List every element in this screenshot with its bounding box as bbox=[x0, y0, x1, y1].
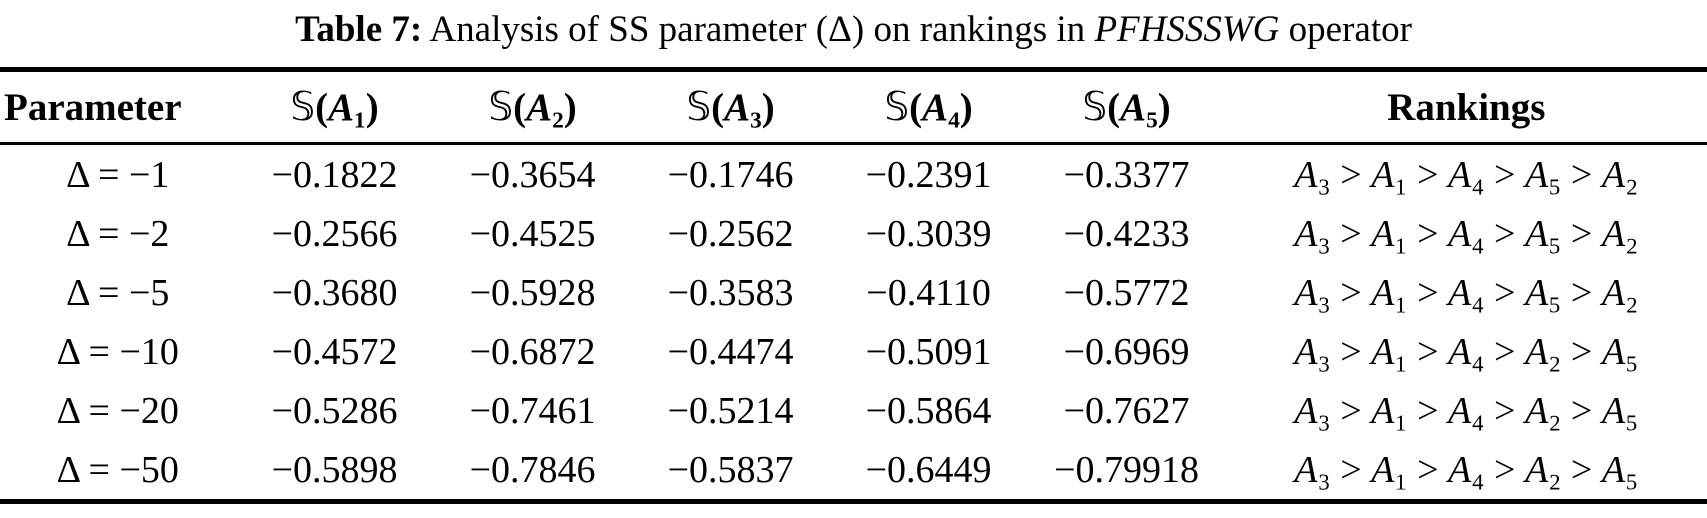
score-cell: −0.4474 bbox=[667, 330, 794, 373]
score-cell: −0.5864 bbox=[865, 389, 992, 432]
score-cell: −0.5898 bbox=[271, 448, 398, 491]
score-cell: −0.4110 bbox=[866, 271, 991, 314]
table-header: Parameter 𝕊(A₁) 𝕊(A₂) 𝕊(A₃) 𝕊(A₄) 𝕊(A₅) … bbox=[0, 69, 1707, 145]
score-cell: −0.3039 bbox=[865, 212, 992, 255]
header-row: Parameter 𝕊(A₁) 𝕊(A₂) 𝕊(A₃) 𝕊(A₄) 𝕊(A₅) … bbox=[0, 69, 1707, 145]
score-cell: −0.5837 bbox=[667, 448, 794, 491]
col-header-score-a5: 𝕊(A₅) bbox=[1027, 69, 1226, 145]
score-cell: −0.6872 bbox=[469, 330, 596, 373]
col-header-rankings: Rankings bbox=[1225, 69, 1707, 145]
score-cell: −0.3654 bbox=[469, 153, 596, 196]
col-header-score-a2: 𝕊(A₂) bbox=[433, 69, 632, 145]
score-cell: −0.5091 bbox=[865, 330, 992, 373]
param-cell: Δ = −50 bbox=[56, 448, 179, 491]
score-cell: −0.4572 bbox=[271, 330, 398, 373]
caption-text: Analysis of SS parameter (Δ) on rankings… bbox=[429, 9, 1086, 50]
param-cell: Δ = −1 bbox=[66, 153, 170, 196]
score-cell: −0.3377 bbox=[1063, 153, 1190, 196]
param-cell: Δ = −2 bbox=[66, 212, 170, 255]
table-row: Δ = −1 −0.1822 −0.3654 −0.1746 −0.2391 −… bbox=[0, 144, 1707, 205]
col-header-parameter: Parameter bbox=[0, 69, 236, 145]
table-row: Δ = −20 −0.5286 −0.7461 −0.5214 −0.5864 … bbox=[0, 381, 1707, 440]
param-cell: Δ = −5 bbox=[66, 271, 170, 314]
score-cell: −0.7627 bbox=[1063, 389, 1190, 432]
score-cell: −0.5286 bbox=[271, 389, 398, 432]
table-row: Δ = −2 −0.2566 −0.4525 −0.2562 −0.3039 −… bbox=[0, 204, 1707, 263]
score-cell: −0.79918 bbox=[1054, 448, 1200, 491]
score-cell: −0.2562 bbox=[667, 212, 794, 255]
analysis-table: Parameter 𝕊(A₁) 𝕊(A₂) 𝕊(A₃) 𝕊(A₄) 𝕊(A₅) … bbox=[0, 67, 1707, 504]
score-cell: −0.7461 bbox=[469, 389, 596, 432]
score-cell: −0.1746 bbox=[667, 153, 794, 196]
caption-label: Table 7: bbox=[295, 9, 423, 50]
score-cell: −0.4233 bbox=[1063, 212, 1190, 255]
score-cell: −0.5772 bbox=[1063, 271, 1190, 314]
score-cell: −0.2391 bbox=[865, 153, 992, 196]
score-cell: −0.3583 bbox=[667, 271, 794, 314]
score-cell: −0.2566 bbox=[271, 212, 398, 255]
table-row: Δ = −5 −0.3680 −0.5928 −0.3583 −0.4110 −… bbox=[0, 263, 1707, 322]
score-cell: −0.7846 bbox=[469, 448, 596, 491]
ranking-cell: A₃ > A₁ > A₄ > A₅ > A₂ bbox=[1294, 153, 1639, 196]
col-header-score-a4: 𝕊(A₄) bbox=[829, 69, 1028, 145]
score-cell: −0.4525 bbox=[469, 212, 596, 255]
col-header-score-a1: 𝕊(A₁) bbox=[235, 69, 434, 145]
table-row: Δ = −50 −0.5898 −0.7846 −0.5837 −0.6449 … bbox=[0, 440, 1707, 502]
score-cell: −0.5928 bbox=[469, 271, 596, 314]
score-cell: −0.6969 bbox=[1063, 330, 1190, 373]
score-cell: −0.6449 bbox=[865, 448, 992, 491]
col-header-score-a3: 𝕊(A₃) bbox=[631, 69, 830, 145]
score-cell: −0.1822 bbox=[271, 153, 398, 196]
table-caption: Table 7: Analysis of SS parameter (Δ) on… bbox=[0, 0, 1707, 51]
ranking-cell: A₃ > A₁ > A₄ > A₅ > A₂ bbox=[1294, 271, 1639, 314]
ranking-cell: A₃ > A₁ > A₄ > A₂ > A₅ bbox=[1294, 330, 1639, 373]
table-row: Δ = −10 −0.4572 −0.6872 −0.4474 −0.5091 … bbox=[0, 322, 1707, 381]
ranking-cell: A₃ > A₁ > A₄ > A₂ > A₅ bbox=[1294, 448, 1639, 491]
param-cell: Δ = −10 bbox=[56, 330, 179, 373]
score-cell: −0.3680 bbox=[271, 271, 398, 314]
score-cell: −0.5214 bbox=[667, 389, 794, 432]
caption-suffix: operator bbox=[1288, 9, 1412, 50]
ranking-cell: A₃ > A₁ > A₄ > A₂ > A₅ bbox=[1294, 389, 1639, 432]
param-cell: Δ = −20 bbox=[56, 389, 179, 432]
ranking-cell: A₃ > A₁ > A₄ > A₅ > A₂ bbox=[1294, 212, 1639, 255]
caption-operator-name: PFHSSSWG bbox=[1094, 9, 1280, 50]
table-body: Δ = −1 −0.1822 −0.3654 −0.1746 −0.2391 −… bbox=[0, 144, 1707, 502]
